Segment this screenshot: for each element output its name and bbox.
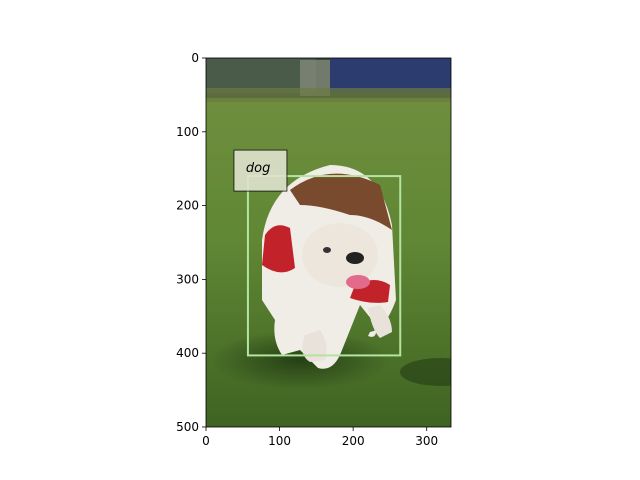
bbox-label-background (233, 149, 288, 192)
x-tick-label: 300 (415, 434, 438, 448)
axes-frame (205, 57, 452, 428)
y-tick-label: 100 (176, 125, 199, 139)
photo (206, 58, 451, 427)
bbox-label: dog (246, 161, 270, 176)
x-axis: 0 100 200 300 (202, 427, 438, 448)
y-axis: 0 100 200 300 400 500 (176, 51, 206, 434)
y-tick-label: 400 (176, 346, 199, 360)
x-tick-label: 100 (268, 434, 291, 448)
y-tick-label: 0 (191, 51, 199, 65)
dog-shadow (210, 330, 390, 390)
dog-figure (262, 165, 396, 369)
y-tick-label: 500 (176, 420, 199, 434)
x-tick-label: 0 (202, 434, 210, 448)
dog-bounding-box (246, 175, 402, 357)
y-tick-label: 300 (176, 272, 199, 286)
y-tick-label: 200 (176, 199, 199, 213)
x-tick-label: 200 (342, 434, 365, 448)
